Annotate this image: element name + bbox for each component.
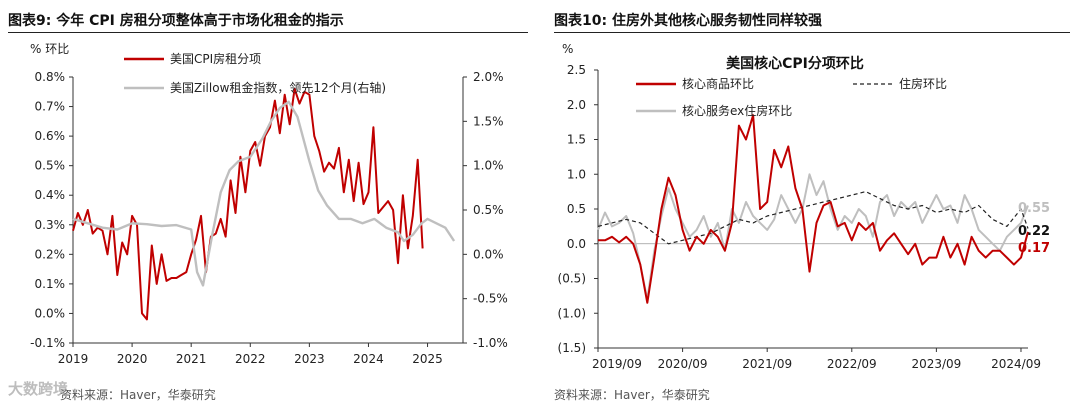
- right-source: 资料来源：Haver，华泰研究: [554, 388, 710, 402]
- end-value-label: 0.17: [1018, 241, 1050, 256]
- y-tick-label: 0.2%: [35, 247, 66, 261]
- left-panel: 图表9: 今年 CPI 房租分项整体高于市场化租金的指示 % 环比 -0.1% 0.…: [8, 13, 528, 402]
- x-tick-label: 2025: [412, 352, 443, 366]
- y-tick-label: 2.0: [567, 98, 586, 112]
- right-chart: % 美国核心CPI分项环比 (1.5) (1.0) (0.5) 0.0 0.5 1.0 1.5 2…: [558, 42, 1051, 371]
- y-tick-label: (0.5): [558, 272, 586, 286]
- y-tick-label: 0.1%: [35, 277, 66, 291]
- x-tick-label: 2019/09: [592, 357, 642, 371]
- y-tick-label: 1.5: [567, 133, 586, 147]
- x-tick-label: 2022/09: [827, 357, 877, 371]
- y-tick-label: 0.8%: [35, 70, 66, 84]
- y-axis-label: %: [562, 42, 573, 56]
- y-axis-label: % 环比: [30, 42, 69, 56]
- y-tick-label: 0.0: [567, 237, 586, 251]
- shelter-line: [597, 191, 1029, 245]
- y-tick-label: 1.0: [567, 167, 586, 181]
- zillow-rent-line: [72, 100, 456, 287]
- x-tick-label: 2024/09: [991, 357, 1041, 371]
- legend-label: 美国CPI房租分项: [170, 51, 261, 66]
- y2-tick-label: 0.5%: [473, 203, 504, 217]
- y-tick-label: 0.5%: [35, 159, 66, 173]
- chart-title: 美国核心CPI分项环比: [726, 55, 864, 72]
- y-tick-label: -0.1%: [30, 336, 65, 350]
- y2-tick-label: 2.0%: [473, 70, 504, 84]
- y-tick-label: 0.3%: [35, 218, 66, 232]
- y-tick-label: 0.4%: [35, 188, 66, 202]
- cpi-rent-line: [72, 87, 424, 321]
- legend-label: 核心服务ex住房环比: [682, 103, 792, 118]
- x-tick-label: 2022: [235, 352, 266, 366]
- y-tick-label: (1.0): [558, 306, 586, 320]
- legend-label: 住房环比: [899, 76, 947, 91]
- watermark: 大数跨境: [8, 380, 69, 398]
- left-figure-title: 图表9: 今年 CPI 房租分项整体高于市场化租金的指示: [8, 13, 344, 29]
- end-value-label: 0.22: [1018, 224, 1050, 239]
- left-source: 资料来源：Haver，华泰研究: [60, 388, 216, 402]
- x-tick-label: 2020/09: [658, 357, 708, 371]
- y2-tick-label: 1.0%: [473, 159, 504, 173]
- legend-label: 核心商品环比: [682, 76, 754, 91]
- core-goods-line: [598, 114, 1029, 304]
- y-tick-label: (1.5): [558, 341, 586, 355]
- x-tick-label: 2024: [353, 352, 384, 366]
- x-tick-label: 2023/09: [911, 357, 961, 371]
- right-panel: 图表10: 住房外其他核心服务韧性同样较强 % 美国核心CPI分项环比 (1.5) (…: [540, 0, 1080, 411]
- y2-tick-label: -1.0%: [473, 336, 508, 350]
- legend-label: 美国Zillow租金指数，领先12个月(右轴): [170, 80, 386, 95]
- x-tick-label: 2019: [58, 352, 89, 366]
- left-chart: % 环比 -0.1% 0.0% 0.1% 0.2% 0.3% 0.4% 0.5% 0.6% 0.7…: [30, 42, 508, 366]
- x-tick-label: 2020: [117, 352, 148, 366]
- y2-tick-label: -0.5%: [473, 292, 508, 306]
- y-tick-label: 0.7%: [35, 100, 66, 114]
- x-tick-label: 2023: [294, 352, 325, 366]
- left-title-rule: [8, 32, 528, 33]
- y-tick-label: 0.5: [567, 202, 586, 216]
- y-tick-label: 0.6%: [35, 129, 66, 143]
- right-title-rule: [554, 32, 1070, 33]
- x-tick-label: 2021/09: [742, 357, 792, 371]
- y2-tick-label: 0.0%: [473, 247, 504, 261]
- end-value-label: 0.55: [1018, 201, 1050, 216]
- y-tick-label: 0.0%: [35, 306, 66, 320]
- right-figure-title: 图表10: 住房外其他核心服务韧性同样较强: [554, 13, 822, 29]
- y-tick-label: 2.5: [567, 63, 586, 77]
- y2-tick-label: 1.5%: [473, 114, 504, 128]
- core-services-ex-shelter-line: [597, 173, 1029, 301]
- x-tick-label: 2021: [176, 352, 207, 366]
